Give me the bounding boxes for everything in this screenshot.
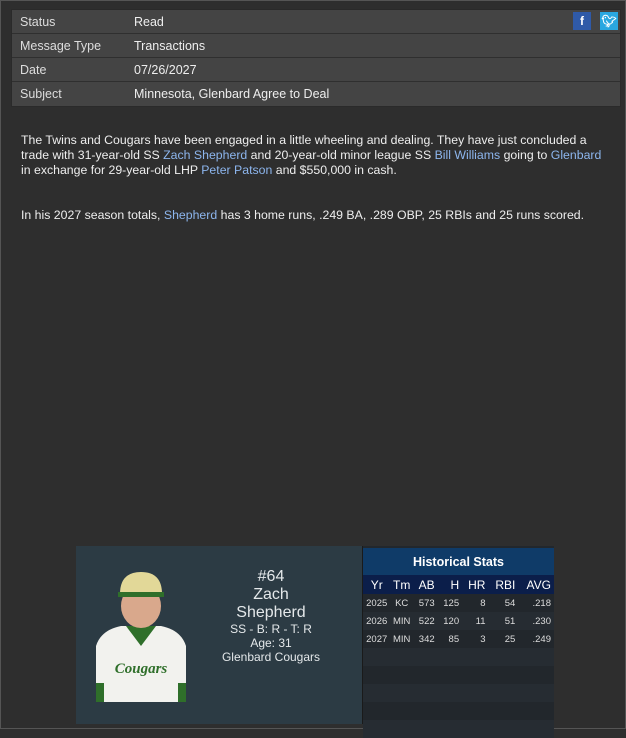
- meta-value: Read: [134, 14, 164, 29]
- stats-cell: MIN: [392, 633, 411, 645]
- stats-cell: 573: [418, 597, 435, 609]
- stats-row: 2027 MIN 342 85 3 25 .249: [363, 630, 554, 648]
- stats-cell: 125: [443, 597, 460, 609]
- meta-value: 07/26/2027: [134, 62, 197, 77]
- col-header: Yr: [363, 575, 391, 594]
- stats-row: 2025 KC 573 125 8 54 .218: [363, 594, 554, 612]
- stats-cell: 522: [413, 612, 438, 630]
- stats-cell: 2026: [363, 612, 391, 630]
- social-buttons: f 🐦︎: [573, 12, 618, 30]
- text: going to: [500, 148, 551, 162]
- stats-table: Yr Tm AB H HR RBI AVG 2025 KC 573 125 8 54 .21…: [363, 575, 554, 738]
- meta-row-subject: Subject Minnesota, Glenbard Agree to Deal: [12, 82, 620, 106]
- text: The Twins and Cougars have been engaged …: [21, 133, 587, 162]
- stats-title: Historical Stats: [363, 548, 554, 575]
- player-card: Cougars Cougars #64 Zach Shepherd SS - B…: [76, 546, 554, 738]
- col-header: H: [437, 575, 463, 594]
- meta-label: Message Type: [20, 38, 102, 53]
- message-meta: f 🐦︎ Status Read Message Type Transactions…: [11, 9, 621, 107]
- stats-cell: .218: [532, 597, 552, 609]
- text: has 3 home runs, .249 BA, .289 OBP, 25 R…: [217, 208, 585, 222]
- facebook-share-button[interactable]: f: [573, 12, 591, 30]
- col-header: AVG: [518, 575, 554, 594]
- stats-cell: 2027: [366, 633, 388, 645]
- player-age: Age: 31: [250, 636, 292, 650]
- player-first-name[interactable]: Zach: [253, 586, 289, 603]
- stats-empty-row: [363, 648, 554, 666]
- meta-row-status: Status Read: [12, 10, 620, 34]
- jersey-logo: Cougars: [115, 661, 168, 677]
- col-header: RBI: [488, 575, 519, 594]
- stats-cell: 25: [504, 633, 516, 645]
- text: and 20-year-old minor league SS: [247, 148, 435, 162]
- facebook-icon: f: [580, 14, 584, 28]
- player-number: #64: [257, 568, 285, 585]
- col-header: AB: [413, 575, 438, 594]
- twitter-share-button[interactable]: 🐦︎: [600, 12, 618, 30]
- meta-label: Status: [20, 14, 56, 29]
- stats-cell: .249: [532, 633, 552, 645]
- stats-cell: MIN: [390, 612, 413, 630]
- stats-row: 2026 MIN 522 120 11 51.230: [363, 612, 554, 630]
- player-team[interactable]: Glenbard Cougars: [221, 650, 321, 664]
- meta-value: Minnesota, Glenbard Agree to Deal: [134, 87, 330, 101]
- text: in exchange for 29-year-old LHP: [21, 163, 202, 177]
- player-photo[interactable]: Cougars Cougars: [96, 568, 186, 702]
- stats-empty-row: [363, 702, 554, 720]
- text: In his 2027 season totals,: [21, 208, 164, 222]
- stats-cell: 54: [504, 597, 516, 609]
- historical-stats-panel: Historical Stats Yr Tm AB H HR RBI AVG 2…: [362, 546, 554, 738]
- col-header: Tm: [390, 575, 413, 594]
- twitter-icon: 🐦︎: [601, 14, 617, 28]
- player-link-peter-patson[interactable]: Peter Patson: [201, 163, 273, 177]
- player-link-shepherd[interactable]: Shepherd: [163, 208, 218, 222]
- paragraph-1: The Twins and Cougars have been engaged …: [21, 133, 611, 178]
- team-link-glenbard[interactable]: Glenbard: [550, 148, 602, 162]
- stats-cell: 342: [418, 633, 435, 645]
- meta-value: Transactions: [134, 38, 206, 53]
- stats-cell: .230: [518, 612, 554, 630]
- meta-row-date: Date 07/26/2027: [12, 58, 620, 82]
- player-position: SS - B: R - T: R: [230, 622, 312, 636]
- stats-empty-row: [363, 720, 554, 738]
- text: and $550,000 in cash.: [272, 163, 397, 177]
- stats-cell: 3: [480, 633, 486, 645]
- stats-cell: KC: [395, 597, 409, 609]
- article-body: The Twins and Cougars have been engaged …: [21, 133, 611, 253]
- player-link-bill-williams[interactable]: Bill Williams: [434, 148, 501, 162]
- stats-cell: 2025: [366, 597, 388, 609]
- stats-cell: 85: [448, 633, 460, 645]
- player-last-name[interactable]: Shepherd: [236, 604, 306, 621]
- stats-cell: 120: [437, 612, 463, 630]
- col-header: HR: [462, 575, 489, 594]
- stats-cell: 51: [488, 612, 519, 630]
- player-info-panel: Cougars Cougars #64 Zach Shepherd SS - B…: [76, 546, 362, 724]
- stats-cell: 8: [480, 597, 486, 609]
- paragraph-2: In his 2027 season totals, Shepherd has …: [21, 208, 611, 223]
- stats-empty-row: [363, 684, 554, 702]
- meta-row-type: Message Type Transactions: [12, 34, 620, 58]
- player-link-zach-shepherd[interactable]: Zach Shepherd: [163, 148, 248, 162]
- player-details: #64 Zach Shepherd SS - B: R - T: R Age: …: [196, 568, 346, 664]
- meta-label: Subject: [20, 87, 62, 101]
- meta-label: Date: [20, 62, 47, 77]
- stats-empty-row: [363, 666, 554, 684]
- stats-cell: 11: [462, 612, 489, 630]
